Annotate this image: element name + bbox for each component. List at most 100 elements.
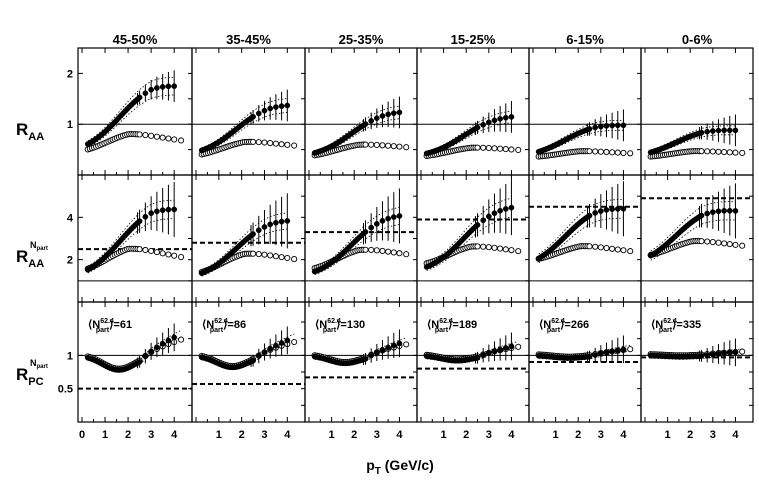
filled-marker — [709, 209, 716, 215]
filled-marker — [474, 124, 481, 131]
open-marker — [284, 141, 291, 148]
filled-marker — [586, 353, 593, 360]
filled-marker — [586, 126, 593, 132]
open-marker — [497, 245, 504, 252]
panel-frame — [191, 47, 306, 176]
y-tick-label: 1 — [67, 350, 73, 362]
column-title-3: 15-25% — [451, 32, 496, 47]
filled-marker — [721, 207, 727, 214]
open-marker — [726, 149, 733, 156]
series-r2-c2 — [311, 329, 410, 367]
systematic-band — [650, 219, 736, 261]
filled-marker — [273, 104, 279, 110]
open-marker — [272, 253, 279, 260]
x-tick-label: 2 — [239, 429, 245, 441]
filled-marker — [385, 111, 391, 118]
open-marker — [153, 249, 160, 256]
filled-marker — [614, 122, 621, 129]
panel-frame — [77, 174, 193, 303]
filled-marker — [368, 224, 375, 231]
x-tick-label: 4 — [171, 429, 178, 441]
y-tick-label: 4 — [67, 212, 74, 224]
x-tick-label: 3 — [261, 429, 267, 441]
x-tick-label: 1 — [216, 429, 222, 441]
filled-marker — [284, 218, 291, 224]
series-r2-c3 — [423, 332, 522, 364]
filled-marker — [148, 86, 154, 93]
filled-marker — [709, 351, 716, 358]
filled-marker — [278, 340, 285, 346]
series-r0-c5 — [647, 114, 746, 160]
open-marker — [368, 246, 375, 253]
panel-frame — [416, 174, 530, 303]
filled-marker — [373, 115, 380, 122]
npart-label-4: ⟨N62.4 part⟩=266 — [539, 318, 589, 334]
x-tick-label: 2 — [351, 429, 357, 441]
open-marker — [272, 140, 279, 147]
filled-marker — [362, 121, 369, 127]
filled-marker — [709, 128, 716, 134]
x-tick-label: 4 — [396, 429, 403, 441]
column-title-4: 6-15% — [566, 32, 604, 47]
open-marker — [267, 139, 274, 147]
x-tick-label: 2 — [125, 429, 131, 441]
open-marker — [597, 244, 604, 251]
open-marker — [385, 248, 392, 255]
filled-marker — [250, 231, 256, 237]
open-marker — [403, 144, 410, 151]
filled-marker — [597, 123, 604, 130]
x-tick-label: 1 — [665, 429, 671, 441]
open-marker — [485, 144, 492, 152]
open-marker — [385, 142, 392, 149]
systematic-band — [538, 217, 624, 264]
filled-marker — [396, 340, 403, 347]
filled-marker — [261, 224, 268, 230]
filled-marker — [154, 344, 160, 351]
filled-marker — [726, 207, 733, 214]
open-marker — [480, 243, 487, 250]
row-label-2: RPC — [16, 365, 44, 388]
open-marker — [620, 149, 627, 156]
filled-marker — [171, 83, 178, 90]
y-tick-label: 2 — [67, 255, 73, 267]
systematic-band — [87, 199, 175, 267]
filled-marker — [250, 357, 256, 364]
open-marker — [704, 148, 711, 155]
series-r1-c5 — [647, 183, 746, 261]
series-r1-c0 — [84, 181, 185, 274]
filled-marker — [620, 346, 627, 353]
row-label-sup-1: Npart — [30, 240, 48, 252]
x-axis-label: pT (GeV/c) — [366, 457, 434, 477]
open-marker — [379, 142, 386, 149]
filled-marker — [497, 207, 503, 214]
open-marker — [627, 248, 634, 255]
panel-frame — [77, 47, 193, 176]
open-marker — [739, 149, 746, 156]
filled-marker — [597, 350, 604, 357]
filled-marker — [136, 359, 143, 365]
filled-marker — [603, 207, 610, 213]
open-marker — [515, 343, 522, 350]
open-marker — [502, 246, 509, 253]
filled-marker — [603, 349, 610, 356]
filled-marker — [726, 349, 733, 356]
open-marker — [250, 250, 257, 257]
filled-marker — [474, 354, 481, 361]
systematic-band — [650, 201, 736, 252]
filled-marker — [485, 119, 492, 126]
filled-marker — [273, 219, 279, 226]
open-marker — [715, 239, 722, 246]
open-marker — [261, 139, 268, 146]
filled-marker — [491, 117, 498, 124]
open-marker — [390, 249, 397, 256]
filled-marker — [698, 353, 705, 359]
open-marker — [497, 145, 504, 152]
open-marker — [726, 241, 733, 248]
filled-marker — [171, 206, 178, 213]
open-marker — [178, 336, 185, 343]
filled-marker — [592, 124, 599, 131]
open-marker — [250, 138, 257, 145]
open-marker — [704, 238, 711, 245]
open-marker — [698, 148, 705, 155]
x-tick-label: 3 — [486, 429, 492, 441]
